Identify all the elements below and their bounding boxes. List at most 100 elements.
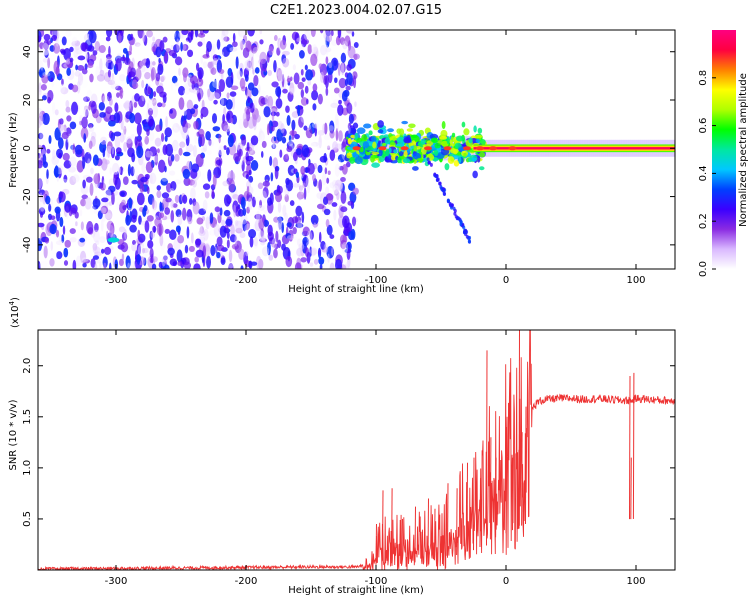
noise-blob: [39, 69, 42, 76]
noise-blob: [121, 253, 125, 261]
noise-blob: [74, 45, 80, 51]
noise-blob: [88, 140, 93, 150]
noise-blob: [338, 77, 347, 89]
noise-blob: [109, 167, 113, 175]
noise-blob: [257, 43, 261, 52]
noise-blob: [309, 246, 312, 257]
branch-blob: [450, 203, 454, 208]
noise-blob: [312, 44, 317, 54]
noise-blob: [288, 135, 292, 143]
noise-blob: [226, 92, 230, 99]
noise-blob: [88, 30, 97, 44]
noise-blob: [69, 156, 77, 167]
noise-blob: [138, 215, 142, 225]
noise-blob: [296, 37, 302, 43]
noise-blob: [195, 238, 201, 248]
band-blob: [393, 149, 398, 154]
noise-blob: [72, 143, 76, 155]
noise-blob: [141, 162, 146, 174]
noise-blob: [46, 169, 49, 180]
noise-blob: [334, 179, 343, 191]
noise-blob: [92, 255, 100, 260]
noise-blob: [71, 36, 78, 44]
noise-blob: [126, 136, 133, 144]
noise-blob: [285, 105, 290, 113]
noise-blob: [159, 233, 164, 247]
noise-blob: [162, 255, 168, 263]
noise-blob: [211, 188, 215, 199]
noise-blob: [266, 123, 270, 136]
noise-blob: [323, 32, 327, 39]
noise-blob: [77, 55, 86, 61]
noise-blob: [122, 176, 129, 186]
noise-blob: [184, 40, 190, 45]
noise-blob: [298, 185, 304, 192]
noise-blob: [305, 176, 310, 188]
noise-blob: [116, 202, 119, 211]
noise-blob: [102, 140, 106, 146]
noise-blob: [150, 67, 156, 81]
noise-blob: [275, 192, 283, 203]
noise-blob: [108, 202, 112, 210]
noise-blob: [200, 147, 207, 153]
noise-blob: [120, 191, 125, 197]
noise-blob: [63, 174, 68, 183]
noise-blob: [251, 196, 256, 208]
noise-blob: [309, 142, 317, 149]
noise-blob: [317, 130, 325, 136]
noise-blob: [234, 234, 238, 247]
noise-blob: [151, 46, 156, 53]
noise-blob: [38, 82, 42, 93]
noise-blob: [307, 80, 312, 86]
snr-x-ticks: -300 -200 -100 0 100: [105, 330, 646, 587]
noise-blob: [182, 194, 188, 204]
noise-blob: [340, 239, 347, 250]
noise-blob: [247, 30, 255, 37]
snr-spike: [391, 488, 393, 564]
noise-blob: [257, 84, 261, 94]
colorbar-tick-label: 0.0: [698, 261, 709, 277]
noise-blob: [216, 251, 221, 259]
noise-blob: [292, 182, 301, 188]
noise-blob: [137, 229, 141, 240]
noise-blob: [255, 210, 261, 224]
noise-blob: [145, 58, 151, 69]
noise-blob: [317, 93, 323, 105]
snr-y-label: SNR (10 * v/v): [8, 399, 19, 470]
noise-blob: [250, 44, 258, 54]
noise-blob: [77, 120, 83, 126]
noise-blob: [160, 75, 166, 81]
noise-blob: [348, 127, 357, 134]
noise-blob: [330, 241, 339, 248]
noise-blob: [281, 74, 285, 88]
noise-blob: [341, 163, 348, 175]
noise-blob: [192, 145, 197, 158]
band-blob: [399, 151, 404, 157]
noise-blob: [293, 181, 296, 189]
noise-blob: [276, 47, 281, 56]
noise-blob: [115, 58, 122, 72]
noise-blob: [203, 228, 209, 241]
band-blob: [468, 157, 473, 163]
noise-blob: [123, 141, 128, 152]
noise-blob: [104, 159, 110, 165]
noise-blob: [54, 206, 61, 214]
noise-blob: [151, 263, 157, 269]
noise-blob: [114, 176, 121, 190]
noise-blob: [326, 224, 333, 236]
noise-blob: [239, 77, 246, 90]
noise-blob: [43, 245, 48, 259]
noise-blob: [278, 217, 282, 230]
noise-blob: [239, 144, 246, 150]
noise-blob: [202, 144, 208, 152]
noise-blob: [70, 142, 74, 151]
noise-blob: [252, 67, 255, 75]
noise-blob: [246, 59, 252, 72]
snr-spike: [505, 427, 507, 534]
noise-blob: [276, 128, 283, 142]
noise-blob: [228, 260, 234, 269]
noise-blob: [296, 216, 302, 224]
noise-blob: [130, 260, 136, 269]
noise-blob: [260, 228, 264, 238]
noise-blob: [310, 247, 318, 256]
